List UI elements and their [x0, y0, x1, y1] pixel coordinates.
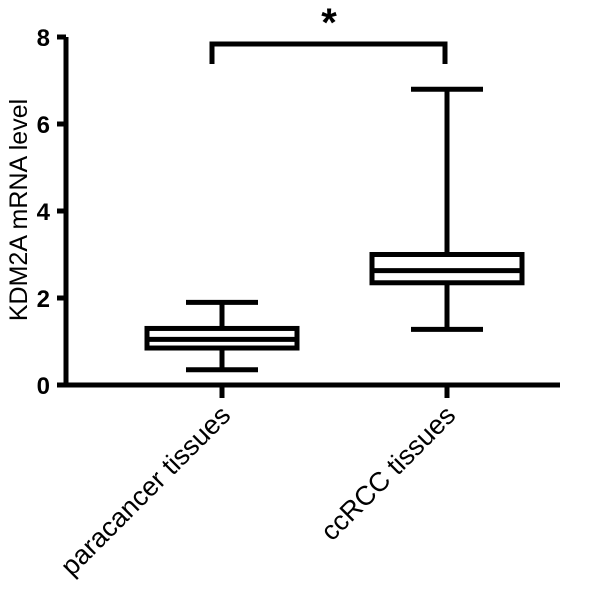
boxes-layer: [144, 86, 525, 373]
y-tick-label: 2: [37, 286, 50, 313]
bracket-line: [209, 41, 448, 64]
y-axis-title: KDM2A mRNA level: [5, 99, 33, 321]
x-ticks: paracancer tissues ccRCC tissues: [55, 385, 461, 581]
box-1: [144, 299, 300, 373]
y-tick-label: 4: [37, 199, 51, 226]
x-category-label: paracancer tissues: [55, 400, 236, 581]
significance-bracket: *: [209, 1, 448, 64]
axes: [63, 37, 560, 388]
x-category-label: ccRCC tissues: [315, 400, 461, 546]
y-tick-label: 0: [37, 373, 50, 400]
y-ticks: 0 2 4 6 8: [37, 25, 66, 400]
y-tick-label: 8: [37, 25, 50, 52]
box-2: [369, 86, 525, 332]
y-tick-label: 6: [37, 112, 50, 139]
significance-star: *: [321, 1, 337, 45]
